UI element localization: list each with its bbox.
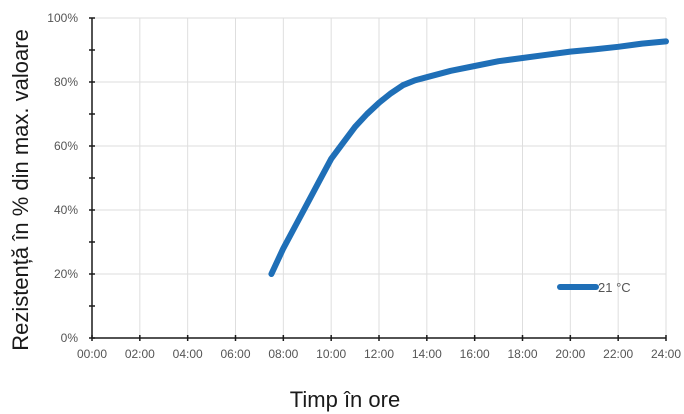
- x-axis-title: Timp în ore: [290, 387, 400, 412]
- x-tick-label: 10:00: [316, 347, 346, 361]
- legend: 21 °C: [557, 280, 631, 295]
- x-tick-label: 18:00: [507, 347, 537, 361]
- y-tick-label: 40%: [54, 203, 78, 217]
- x-tick-label: 02:00: [125, 347, 155, 361]
- series-line: [268, 38, 669, 277]
- y-tick-label: 100%: [47, 11, 78, 25]
- x-tick-label: 20:00: [555, 347, 585, 361]
- x-tick-label: 12:00: [364, 347, 394, 361]
- y-tick-label: 20%: [54, 267, 78, 281]
- x-tick-label: 00:00: [77, 347, 107, 361]
- x-tick-label: 16:00: [460, 347, 490, 361]
- y-tick-label: 80%: [54, 75, 78, 89]
- x-tick-label: 22:00: [603, 347, 633, 361]
- x-tick-label: 06:00: [220, 347, 250, 361]
- x-tick-label: 08:00: [268, 347, 298, 361]
- y-axis-title: Rezistență în % din max. valoare: [8, 29, 33, 351]
- y-tick-label: 0%: [61, 331, 79, 345]
- x-tick-label: 04:00: [173, 347, 203, 361]
- series-layer: [268, 38, 669, 277]
- axis-layer: 00:00 02:00 04:00 06:00 08:00 10:00 12:00 14:00…: [47, 11, 681, 361]
- y-tick-label: 60%: [54, 139, 78, 153]
- x-tick-label: 24:00: [651, 347, 681, 361]
- legend-label: 21 °C: [598, 280, 631, 295]
- grid-layer: [92, 17, 667, 338]
- x-tick-label: 14:00: [412, 347, 442, 361]
